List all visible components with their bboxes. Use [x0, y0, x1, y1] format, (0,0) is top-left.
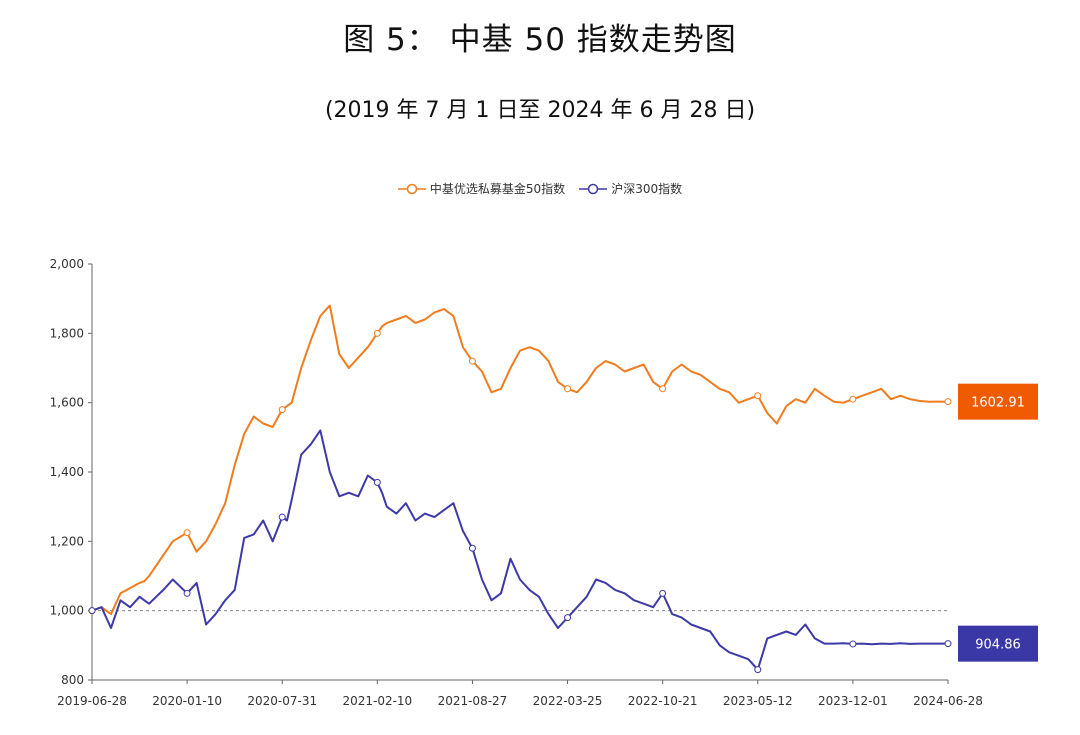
series-marker-1: [754, 666, 762, 674]
series-marker-1: [659, 589, 667, 597]
x-tick-label: 2019-06-28: [57, 694, 127, 708]
legend-label-zhongji: 中基优选私募基金50指数: [429, 182, 566, 196]
series-marker-0: [659, 385, 667, 393]
x-tick-label: 2023-05-12: [723, 694, 793, 708]
series-marker-0: [468, 357, 476, 365]
x-tick-label: 2024-06-28: [913, 694, 983, 708]
series-marker-1: [278, 513, 286, 521]
series-marker-1: [564, 614, 572, 622]
series-marker-0: [849, 395, 857, 403]
series-marker-0: [183, 529, 191, 537]
series-marker-0: [754, 392, 762, 400]
y-tick-label: 1,800: [50, 326, 84, 340]
x-tick-label: 2022-10-21: [628, 694, 698, 708]
series-marker-1: [373, 478, 381, 486]
x-tick-label: 2021-08-27: [438, 694, 508, 708]
series-marker-1: [183, 589, 191, 597]
series-line-0: [91, 304, 949, 616]
x-axis: 2019-06-28 2020-01-10 2020-07-31 2021-02-10…: [57, 679, 983, 708]
y-tick-label: 1,000: [50, 604, 84, 618]
y-tick-label: 1,200: [50, 534, 84, 548]
series-marker-1: [944, 640, 952, 648]
end-label-text-1: 904.86: [975, 638, 1021, 653]
legend-item-hs300[interactable]: 沪深300指数: [579, 180, 682, 197]
legend-swatch-hs300-icon: [579, 183, 608, 194]
x-tick-label: 2020-01-10: [152, 694, 222, 708]
x-tick-label: 2020-07-31: [247, 694, 317, 708]
series-group: [88, 304, 952, 674]
legend-label-hs300: 沪深300指数: [611, 182, 683, 196]
x-tick-label: 2021-02-10: [342, 694, 412, 708]
y-tick-label: 800: [61, 673, 84, 687]
x-tick-label: 2022-03-25: [533, 694, 603, 708]
series-marker-1: [88, 607, 96, 615]
legend: 中基优选私募基金50指数 沪深300指数: [0, 180, 1080, 197]
y-tick-label: 2,000: [50, 257, 84, 271]
series-marker-0: [373, 329, 381, 337]
y-axis: 800 1,000 1,200 1,400 1,600 1,800 2,000: [50, 257, 93, 687]
chart-subtitle: (2019 年 7 月 1 日至 2024 年 6 月 28 日): [324, 98, 756, 123]
series-line-1: [91, 429, 948, 671]
series-marker-1: [849, 640, 857, 648]
legend-swatch-zhongji-icon: [397, 183, 426, 194]
series-marker-1: [468, 544, 476, 552]
end-label-text-0: 1602.91: [971, 396, 1025, 411]
end-label-box-1: [958, 625, 1038, 662]
y-tick-label: 1,600: [50, 396, 84, 410]
end-label-box-0: [958, 383, 1038, 420]
series-marker-0: [944, 398, 952, 406]
series-marker-0: [278, 406, 286, 414]
series-marker-0: [564, 385, 572, 393]
x-tick-label: 2023-12-01: [818, 694, 888, 708]
chart-title: 图 5： 中基 50 指数走势图: [343, 22, 737, 58]
end-labels-group: 1602.91 904.86: [958, 383, 1038, 662]
y-tick-label: 1,400: [50, 465, 84, 479]
legend-item-zhongji[interactable]: 中基优选私募基金50指数: [397, 180, 566, 197]
